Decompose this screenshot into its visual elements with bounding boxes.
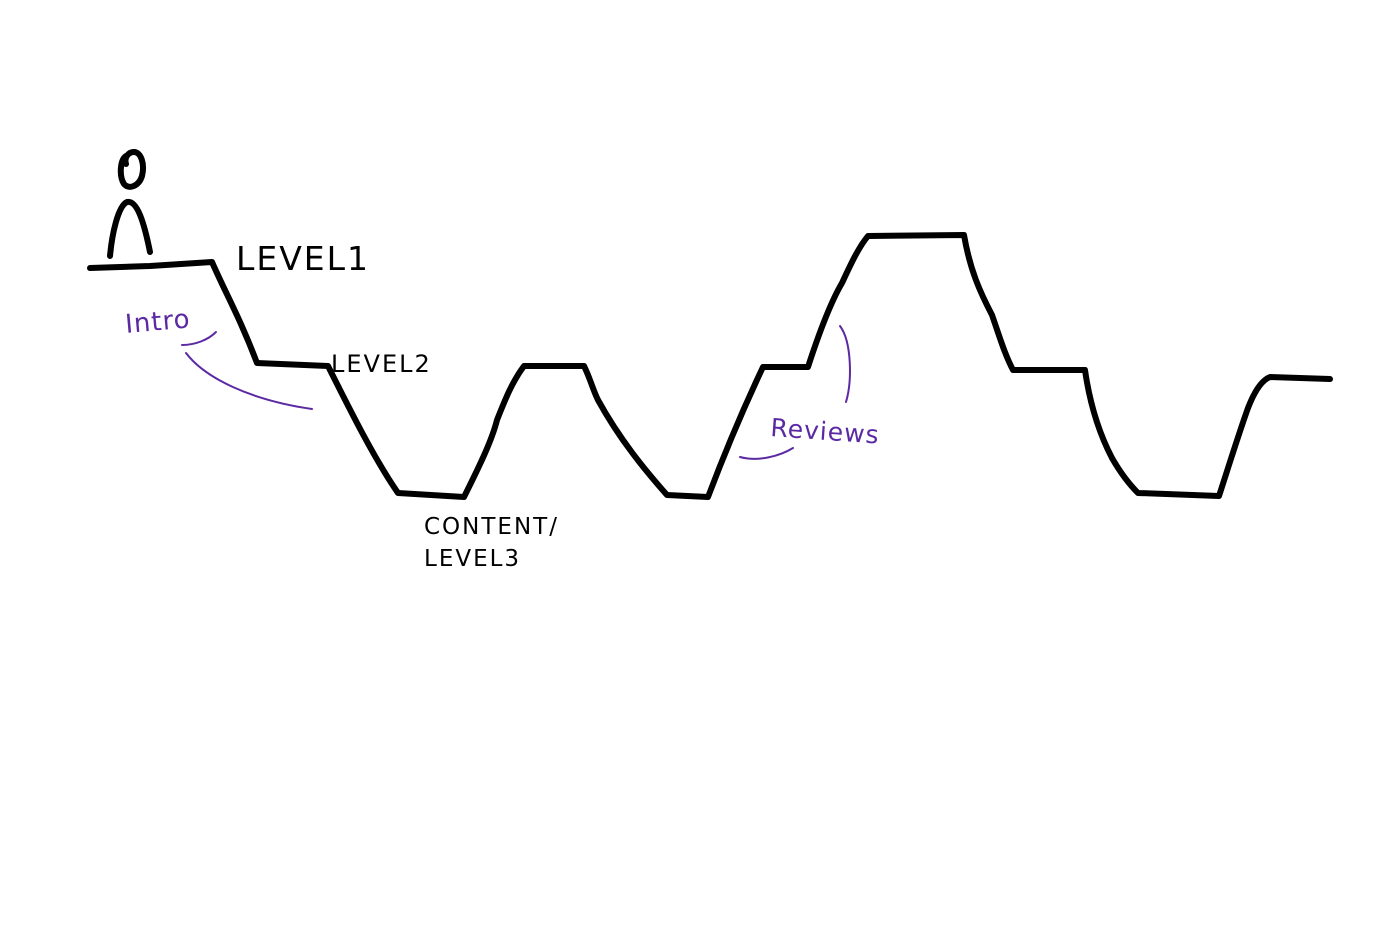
content-label: CONTENT/ (424, 514, 559, 540)
reviews-label: Reviews (770, 413, 881, 450)
level1-label: LEVEL1 (236, 239, 370, 278)
intro-annotation (181, 331, 313, 410)
level3-label: LEVEL3 (424, 546, 521, 572)
reviews-curve-arc (839, 325, 851, 403)
intro-curve-small (181, 331, 217, 346)
intro-curve-large (185, 352, 313, 410)
level2-label: LEVEL2 (331, 350, 432, 378)
reviews-curve-hook (739, 447, 794, 460)
stick-figure-icon (107, 149, 153, 259)
terrain-line (87, 232, 1333, 500)
intro-label: Intro (124, 304, 192, 340)
reviews-annotation (739, 325, 851, 460)
